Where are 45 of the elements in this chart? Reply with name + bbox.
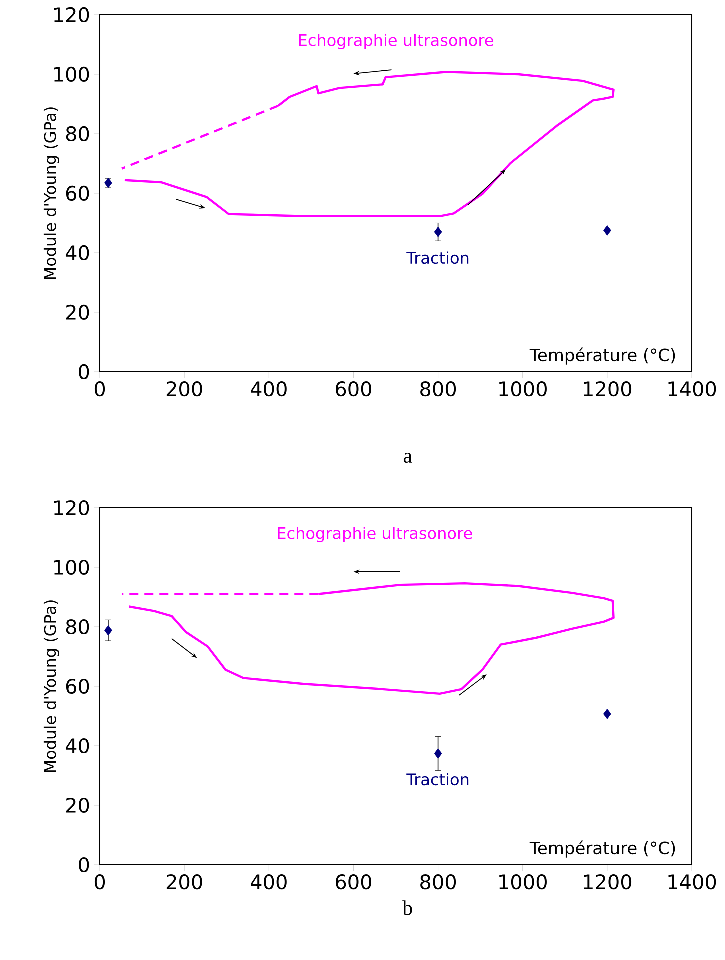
x-tick-label: 1400	[668, 382, 716, 397]
y-tick-label: 40	[66, 245, 90, 261]
point	[104, 625, 112, 636]
x-tick-label: 1400	[668, 874, 716, 890]
y-tick-label: 80	[66, 619, 90, 635]
annotation: Traction	[406, 773, 469, 786]
annotation: Echographie ultrasonore	[299, 34, 494, 50]
x-axis-title: Température (°C)	[530, 348, 676, 365]
y-tick-label: 0	[79, 364, 90, 380]
point	[603, 708, 612, 720]
y-axis-title: Module d'Young (GPa)	[44, 108, 60, 280]
point	[434, 748, 442, 759]
x-tick-label: 1000	[500, 874, 547, 890]
text: b	[402, 900, 412, 916]
x-tick-label: 600	[336, 874, 372, 890]
y-tick-label: 80	[66, 126, 90, 142]
annotation: Echographie ultrasonore	[278, 527, 472, 543]
x-tick-label: 0	[94, 874, 106, 890]
x-tick-label: 800	[420, 874, 456, 890]
x-tick-label: 400	[251, 874, 287, 890]
y-tick-label: 20	[66, 798, 90, 814]
y-tick-label: 20	[66, 304, 90, 320]
point	[434, 226, 442, 238]
y-tick-label: 100	[54, 66, 90, 82]
y-tick-label: 60	[66, 186, 90, 202]
x-tick-label: 1200	[584, 382, 632, 397]
y-tick-label: 120	[54, 7, 90, 23]
y-tick-label: 0	[79, 857, 90, 873]
x-tick-label: 800	[420, 382, 456, 397]
x-tick-label: 200	[166, 874, 202, 890]
x-tick-label: 200	[166, 382, 202, 397]
x-tick-label: 1000	[500, 382, 547, 397]
y-tick-label: 60	[66, 678, 90, 694]
x-tick-label: 400	[251, 382, 287, 397]
point	[603, 225, 612, 236]
x-tick-label: 0	[94, 382, 106, 397]
x-tick-label: 600	[336, 382, 372, 397]
text: a	[404, 452, 412, 464]
x-tick-label: 1200	[584, 874, 632, 890]
x-axis-title: Température (°C)	[530, 840, 676, 858]
y-tick-label: 40	[66, 738, 90, 754]
annotation: Traction	[406, 252, 469, 264]
y-tick-label: 100	[54, 560, 90, 576]
y-axis-title: Module d'Young (GPa)	[44, 600, 60, 772]
y-tick-label: 120	[54, 500, 90, 516]
